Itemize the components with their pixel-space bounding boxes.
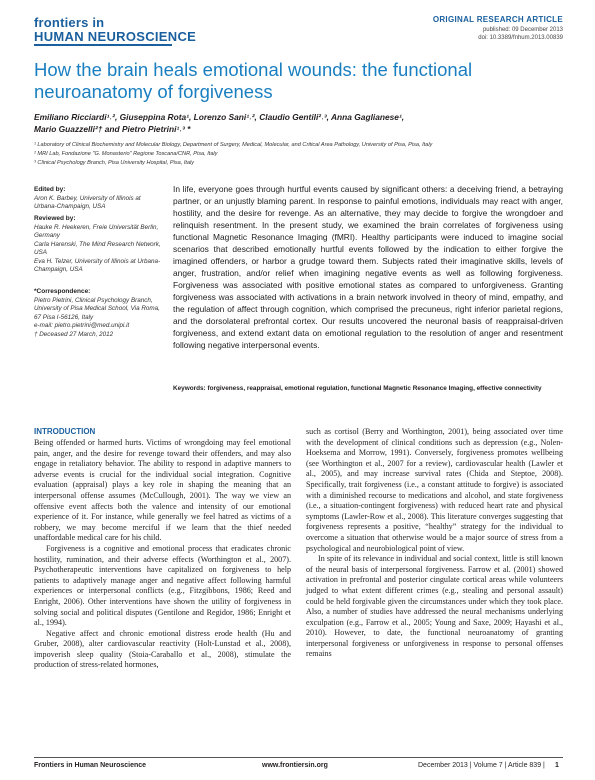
affiliation-1: ¹ Laboratory of Clinical Biochemistry an…	[34, 142, 433, 148]
page-number: 1	[555, 762, 559, 769]
paragraph: Forgiveness is a cognitive and emotional…	[34, 543, 291, 628]
paragraph: Being offended or harmed hurts. Victims …	[34, 438, 291, 543]
correspondence-address: Pietro Pietrini, Clinical Psychology Bra…	[34, 296, 160, 321]
body-column-left: Being offended or harmed hurts. Victims …	[34, 438, 291, 671]
deceased-note: † Deceased 27 March, 2012	[34, 330, 114, 338]
reviewer-1: Hauke R. Heekeren, Freie Universität Ber…	[34, 223, 159, 240]
footer-url[interactable]: www.frontiersin.org	[262, 762, 328, 769]
paragraph: Negative affect and chronic emotional di…	[34, 628, 291, 670]
logo-underline	[34, 44, 172, 46]
authors-line1: Emiliano Ricciardi¹˒², Giuseppina Rota¹,…	[34, 112, 405, 122]
reviewer-3: Eva H. Telzer, University of Illinois at…	[34, 257, 161, 274]
reviewer-2: Carla Harenski, The Mind Research Networ…	[34, 240, 161, 257]
section-heading-introduction: INTRODUCTION	[34, 427, 96, 436]
footer-journal: Frontiers in Human Neuroscience	[34, 762, 147, 769]
article-type: ORIGINAL RESEARCH ARTICLE	[432, 15, 563, 24]
affiliation-2: ² MRI Lab, Fondazione "G. Monasterio" Re…	[34, 151, 218, 157]
edited-by-heading: Edited by:	[34, 186, 66, 193]
article-title: How the brain heals emotional wounds: th…	[34, 59, 473, 102]
keywords: Keywords: forgiveness, reappraisal, emot…	[173, 385, 542, 392]
journal-logo-line1: frontiers in	[34, 15, 105, 30]
doi: doi: 10.3389/fnhum.2013.00839	[478, 35, 563, 41]
correspondence-heading: *Correspondence:	[34, 288, 91, 295]
reviewed-by-heading: Reviewed by:	[34, 215, 76, 222]
editor-name: Aron K. Barbey, University of Illinois a…	[34, 194, 141, 211]
sidebar-reviewers: Reviewed by: Hauke R. Heekeren, Freie Un…	[34, 215, 164, 275]
sidebar-correspondence: *Correspondence: Pietro Pietrini, Clinic…	[34, 288, 164, 339]
author-list: Emiliano Ricciardi¹˒², Giuseppina Rota¹,…	[34, 111, 564, 135]
paragraph: such as cortisol (Berry and Worthington,…	[306, 427, 563, 553]
paragraph: In spite of its relevance in individual …	[306, 554, 563, 659]
sidebar-editor: Edited by: Aron K. Barbey, University of…	[34, 186, 164, 212]
abstract: In life, everyone goes through hurtful e…	[173, 184, 563, 350]
correspondence-email[interactable]: e-mail: pietro.pietrini@med.unipi.it	[34, 322, 130, 329]
journal-logo-line2: HUMAN NEUROSCIENCE	[34, 29, 197, 44]
footer-rule	[34, 757, 563, 758]
affiliation-3: ³ Clinical Psychology Branch, Pisa Unive…	[34, 160, 195, 166]
body-column-right: such as cortisol (Berry and Worthington,…	[306, 427, 563, 660]
published-date: published: 09 December 2013	[482, 27, 563, 33]
footer-issue: December 2013 | Volume 7 | Article 839 |	[418, 762, 545, 769]
authors-line2: Mario Guazzelli²† and Pietro Pietrini¹˒³…	[34, 124, 191, 134]
